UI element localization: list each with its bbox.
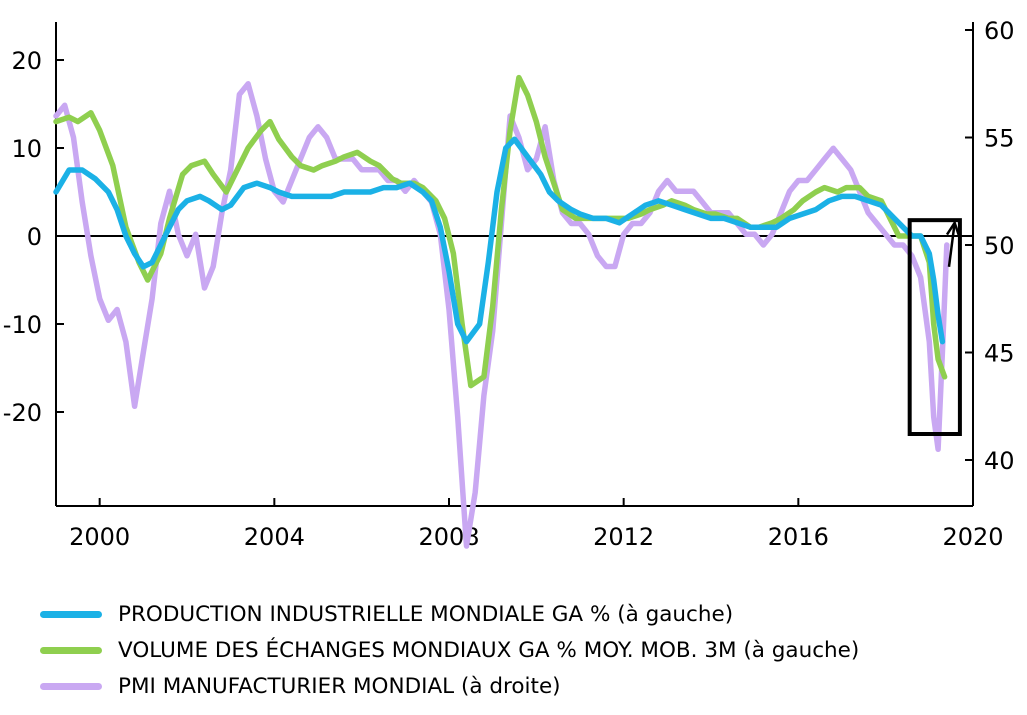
legend-item-pmi: PMI MANUFACTURIER MONDIAL (à droite) (40, 668, 859, 704)
left-tick-label: 20 (11, 47, 42, 75)
left-tick-label: -10 (3, 311, 42, 339)
legend-item-trade-volume: VOLUME DES ÉCHANGES MONDIAUX GA % MOY. M… (40, 632, 859, 668)
trend-arrow-shaft (947, 222, 956, 267)
right-tick-label: 60 (984, 17, 1015, 45)
series-production-line (53, 136, 946, 345)
right-tick-label: 40 (984, 447, 1015, 475)
right-tick-label: 50 (984, 232, 1015, 260)
legend-label-pmi: PMI MANUFACTURIER MONDIAL (à droite) (118, 673, 561, 699)
highlight-box (907, 218, 962, 436)
left-tick-label: 0 (27, 223, 42, 251)
x-tick-label: 2000 (69, 523, 130, 551)
right-tick-label: 55 (984, 125, 1015, 153)
trend-arrow-head-icon (945, 219, 961, 237)
legend-swatch-pmi (40, 682, 102, 690)
x-tick-label: 2016 (768, 523, 829, 551)
x-tick-label: 2004 (244, 523, 305, 551)
series-trade-volume-line (53, 74, 948, 389)
legend-swatch-trade-volume (40, 646, 102, 654)
right-tick-label: 45 (984, 340, 1015, 368)
legend-item-production: PRODUCTION INDUSTRIELLE MONDIALE GA % (à… (40, 596, 859, 632)
series-pmi-line (53, 81, 950, 549)
legend: PRODUCTION INDUSTRIELLE MONDIALE GA % (à… (40, 596, 859, 704)
left-tick-label: -20 (3, 399, 42, 427)
legend-label-trade-volume: VOLUME DES ÉCHANGES MONDIAUX GA % MOY. M… (118, 637, 860, 663)
x-tick-label: 2012 (593, 523, 654, 551)
x-tick-label: 2020 (942, 523, 1003, 551)
left-tick-label: 10 (11, 135, 42, 163)
legend-label-production: PRODUCTION INDUSTRIELLE MONDIALE GA % (à… (118, 601, 734, 627)
legend-swatch-production (40, 610, 102, 618)
